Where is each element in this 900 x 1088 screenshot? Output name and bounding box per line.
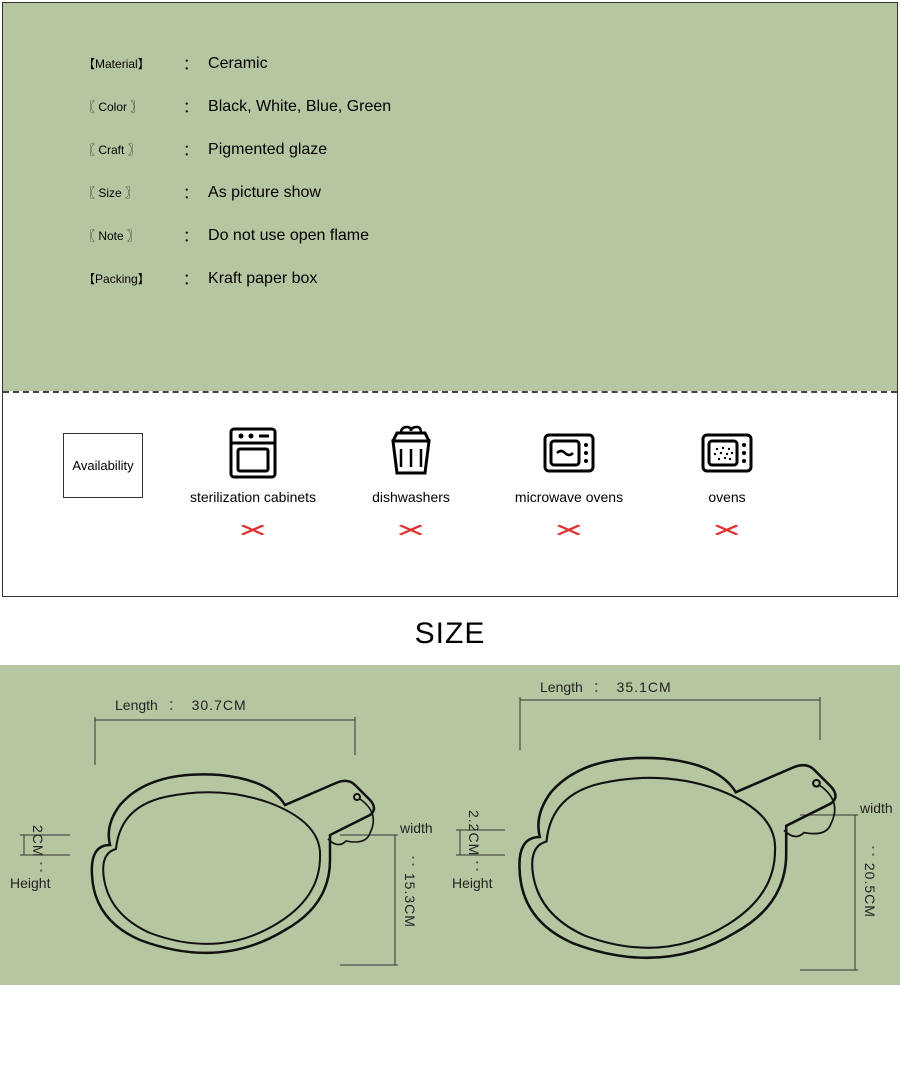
spec-panel: Material ： Ceramic Color ： Black, White,… — [2, 2, 898, 597]
oven-icon — [697, 423, 757, 483]
product-outline-2 — [450, 665, 900, 985]
spec-key: Color — [83, 98, 173, 115]
spec-key: Craft — [83, 141, 173, 158]
availability-item: ovens ✕ — [657, 423, 797, 546]
spec-value: Do not use open flame — [208, 227, 369, 245]
availability-label: microwave ovens — [515, 489, 623, 505]
availability-label: sterilization cabinets — [190, 489, 316, 505]
microwave-icon — [539, 423, 599, 483]
width-key: width — [400, 820, 433, 836]
availability-items: sterilization cabinets ✕ dishwashers ✕ — [183, 423, 797, 546]
width-value: ： 15.3CM — [400, 855, 420, 928]
sterilization-cabinet-icon — [223, 423, 283, 483]
spec-row: Note ： Do not use open flame — [83, 225, 817, 246]
spec-key: Material — [83, 55, 173, 72]
spec-value: Ceramic — [208, 55, 268, 73]
availability-label: ovens — [708, 489, 745, 505]
spec-row: Size ： As picture show — [83, 182, 817, 203]
height-key: Height — [452, 875, 492, 891]
size-diagram-1: Length ： 30.7CM 2CM ： Height width ： 15.… — [0, 665, 450, 985]
size-title: SIZE — [0, 617, 900, 651]
length-label: Length ： 35.1CM — [540, 677, 672, 697]
width-value: ： 20.5CM — [860, 845, 880, 918]
height-value: 2.2CM ： — [464, 810, 484, 874]
size-diagram-2: Length ： 35.1CM 2.2CM ： Height width ： 2… — [450, 665, 900, 985]
spec-value: As picture show — [208, 184, 321, 202]
spec-value: Kraft paper box — [208, 270, 317, 288]
spec-key: Note — [83, 227, 173, 244]
spec-key: Packing — [83, 270, 173, 287]
cross-icon: ✕ — [394, 520, 429, 542]
size-panel: Length ： 30.7CM 2CM ： Height width ： 15.… — [0, 665, 900, 985]
availability-item: sterilization cabinets ✕ — [183, 423, 323, 546]
availability-item: microwave ovens ✕ — [499, 423, 639, 546]
height-value: 2CM ： — [28, 825, 48, 875]
availability-title: Availability — [72, 458, 133, 473]
spec-row: Craft ： Pigmented glaze — [83, 139, 817, 160]
spec-row: Material ： Ceramic — [83, 53, 817, 74]
spec-row: Color ： Black, White, Blue, Green — [83, 96, 817, 117]
spec-value: Black, White, Blue, Green — [208, 98, 391, 116]
availability-section: Availability sterilization cabinets ✕ — [3, 393, 897, 596]
height-key: Height — [10, 875, 50, 891]
cross-icon: ✕ — [552, 520, 587, 542]
availability-label: dishwashers — [372, 489, 450, 505]
cross-icon: ✕ — [236, 520, 271, 542]
length-label: Length ： 30.7CM — [115, 695, 247, 715]
spec-key: Size — [83, 184, 173, 201]
availability-title-box: Availability — [63, 433, 143, 498]
availability-item: dishwashers ✕ — [341, 423, 481, 546]
spec-value: Pigmented glaze — [208, 141, 327, 159]
spec-list: Material ： Ceramic Color ： Black, White,… — [3, 3, 897, 391]
dishwasher-icon — [381, 423, 441, 483]
width-key: width — [860, 800, 893, 816]
spec-row: Packing ： Kraft paper box — [83, 268, 817, 289]
cross-icon: ✕ — [710, 520, 745, 542]
